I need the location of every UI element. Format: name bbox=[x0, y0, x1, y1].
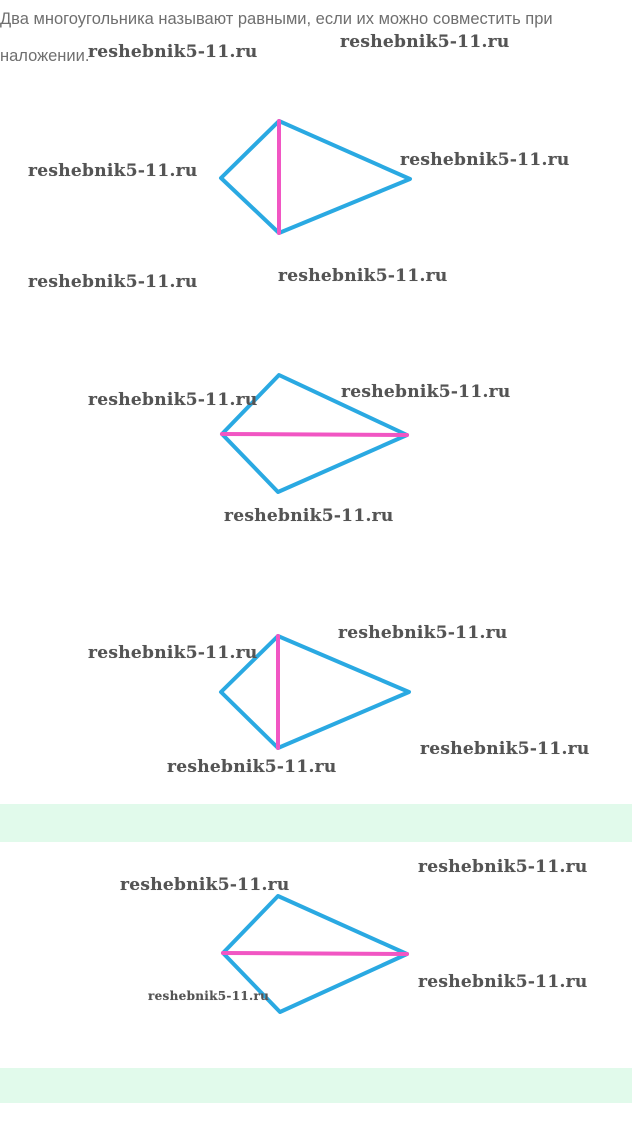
kite-outline bbox=[221, 894, 409, 1014]
highlight-band bbox=[0, 804, 632, 842]
kite-diagonal bbox=[220, 432, 409, 437]
intro-text: Два многоугольника называют равными, есл… bbox=[0, 10, 553, 65]
kite-diagonal bbox=[221, 951, 409, 956]
kite-outline bbox=[219, 634, 411, 750]
highlight-band bbox=[0, 1068, 632, 1103]
kite-outline bbox=[220, 373, 409, 494]
kite-outline bbox=[219, 119, 412, 235]
